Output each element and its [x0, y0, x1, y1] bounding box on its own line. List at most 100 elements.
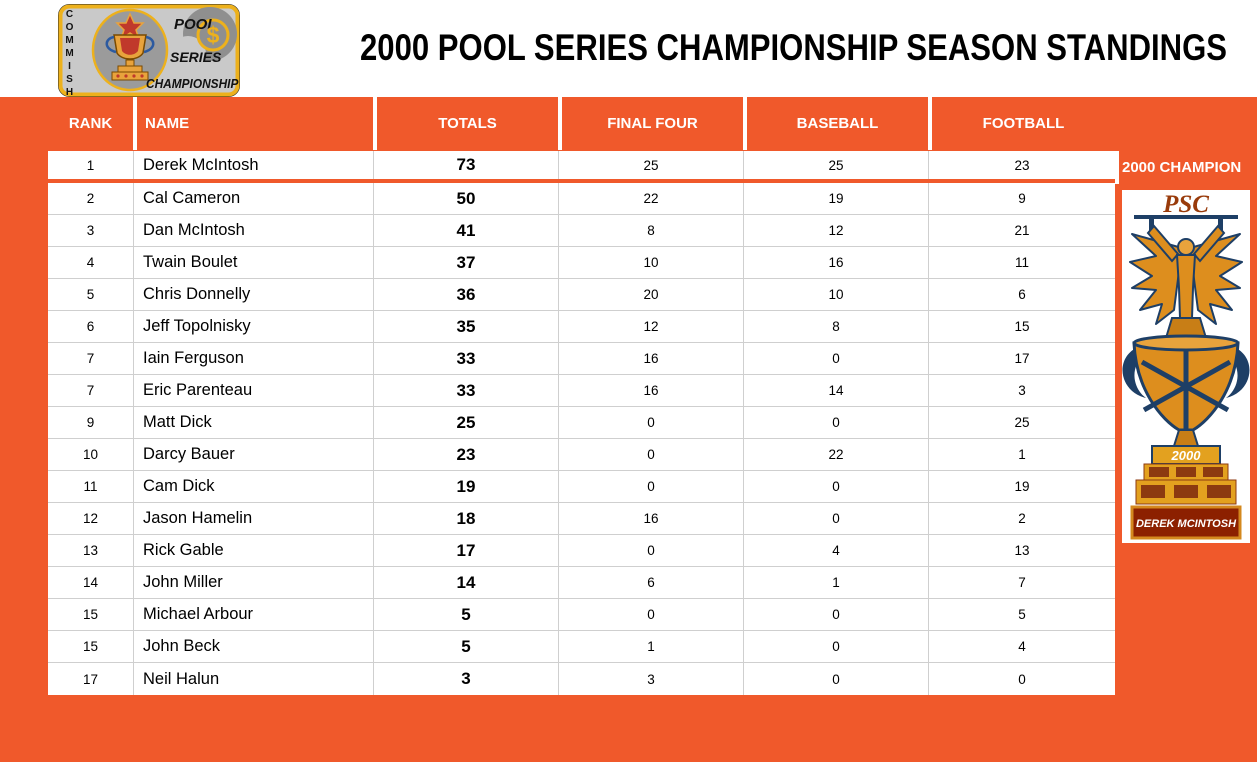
name-cell: Rick Gable: [133, 535, 373, 566]
totals-cell: 35: [373, 311, 558, 342]
totals-cell: 19: [373, 471, 558, 502]
name-cell: Jeff Topolnisky: [133, 311, 373, 342]
football-cell: 21: [928, 215, 1115, 246]
table-row: 6 Jeff Topolnisky 35 12 8 15: [48, 311, 1115, 343]
totals-cell: 5: [373, 631, 558, 662]
totals-cell: 37: [373, 247, 558, 278]
football-cell: 1: [928, 439, 1115, 470]
trophy-figure: [1146, 224, 1226, 339]
final-four-cell: 16: [558, 503, 743, 534]
final-four-cell: 10: [558, 247, 743, 278]
totals-cell: 33: [373, 375, 558, 406]
column-header-final-four: FINAL FOUR: [562, 97, 743, 150]
column-header-baseball: BASEBALL: [747, 97, 928, 150]
rank-cell: 1: [86, 157, 95, 173]
table-row: 10 Darcy Bauer 23 0 22 1: [48, 439, 1115, 471]
table-row: 13 Rick Gable 17 0 4 13: [48, 535, 1115, 567]
table-row: 4 Twain Boulet 37 10 16 11: [48, 247, 1115, 279]
totals-cell: 18: [373, 503, 558, 534]
final-four-cell: 25: [558, 151, 743, 179]
table-row: 2 Cal Cameron 50 22 19 9: [48, 183, 1115, 215]
table-row: 17 Neil Halun 3 3 0 0: [48, 663, 1115, 695]
baseball-cell: 19: [743, 183, 928, 214]
baseball-cell: 12: [743, 215, 928, 246]
column-header-totals: TOTALS: [377, 97, 558, 150]
rank-cell: 14: [82, 575, 99, 590]
page-title: 2000 POOL SERIES CHAMPIONSHIP SEASON STA…: [360, 27, 1228, 68]
football-cell: 15: [928, 311, 1115, 342]
champion-trophy-card: PSC 2000: [1122, 190, 1250, 543]
dollar-coin-icon: [170, 7, 237, 72]
football-cell: 23: [928, 151, 1115, 179]
name-cell: Darcy Bauer: [133, 439, 373, 470]
rank-cell: 9: [86, 415, 95, 430]
logo-word-pool: POOL: [174, 16, 217, 33]
football-cell: 0: [928, 663, 1115, 695]
totals-cell: 50: [373, 183, 558, 214]
rank-cell: 15: [82, 639, 99, 654]
totals-cell: 17: [373, 535, 558, 566]
logo-word-series: SERIES: [170, 49, 222, 65]
logo-trophy-icon: [91, 8, 169, 92]
rank-cell: 3: [86, 223, 95, 238]
rank-cell: 5: [86, 287, 95, 302]
football-cell: 11: [928, 247, 1115, 278]
name-cell: Cal Cameron: [133, 183, 373, 214]
baseball-cell: 0: [743, 631, 928, 662]
name-cell: John Miller: [133, 567, 373, 598]
table-row: 12 Jason Hamelin 18 16 0 2: [48, 503, 1115, 535]
final-four-cell: 8: [558, 215, 743, 246]
football-cell: 7: [928, 567, 1115, 598]
standings-rows: 1 Derek McIntosh 73 25 25 23 2 Cal Camer…: [48, 151, 1115, 695]
name-cell: Michael Arbour: [133, 599, 373, 630]
rank-cell: 2: [86, 191, 95, 206]
name-cell: Eric Parenteau: [133, 375, 373, 406]
table-row: 15 Michael Arbour 5 0 0 5: [48, 599, 1115, 631]
table-row: 14 John Miller 14 6 1 7: [48, 567, 1115, 599]
column-header-name: NAME: [137, 97, 373, 150]
final-four-cell: 12: [558, 311, 743, 342]
totals-cell: 25: [373, 407, 558, 438]
totals-cell: 14: [373, 567, 558, 598]
final-four-cell: 0: [558, 535, 743, 566]
rank-cell: 7: [86, 383, 95, 398]
baseball-cell: 22: [743, 439, 928, 470]
final-four-cell: 1: [558, 631, 743, 662]
name-cell: Cam Dick: [133, 471, 373, 502]
baseball-cell: 0: [743, 663, 928, 695]
final-four-cell: 20: [558, 279, 743, 310]
football-cell: 6: [928, 279, 1115, 310]
logo-word-championship: CHAMPIONSHIP: [146, 77, 239, 91]
baseball-cell: 0: [743, 599, 928, 630]
column-header-rank: RANK: [48, 97, 133, 150]
totals-cell: 73: [373, 151, 558, 179]
rank-cell: 15: [82, 607, 99, 622]
name-cell: Iain Ferguson: [133, 343, 373, 374]
rank-cell: 17: [82, 671, 99, 687]
totals-cell: 23: [373, 439, 558, 470]
baseball-cell: 8: [743, 311, 928, 342]
final-four-cell: 6: [558, 567, 743, 598]
final-four-cell: 3: [558, 663, 743, 695]
rank-cell: 4: [86, 255, 95, 270]
name-cell: Neil Halun: [133, 663, 373, 695]
final-four-cell: 16: [558, 343, 743, 374]
pool-series-championship-logo: COMMISH POOL SERIES CHAMPIONSHIP $: [58, 4, 240, 100]
football-cell: 3: [928, 375, 1115, 406]
table-row: 5 Chris Donnelly 36 20 10 6: [48, 279, 1115, 311]
football-cell: 9: [928, 183, 1115, 214]
trophy-plinth: [1135, 463, 1237, 505]
final-four-cell: 22: [558, 183, 743, 214]
rank-cell: 7: [86, 351, 95, 366]
final-four-cell: 0: [558, 599, 743, 630]
trophy-cup: [1122, 334, 1250, 447]
table-row: 15 John Beck 5 1 0 4: [48, 631, 1115, 663]
totals-cell: 36: [373, 279, 558, 310]
baseball-cell: 0: [743, 471, 928, 502]
football-cell: 17: [928, 343, 1115, 374]
table-row: 7 Eric Parenteau 33 16 14 3: [48, 375, 1115, 407]
baseball-cell: 0: [743, 343, 928, 374]
trophy-plaque: [1130, 505, 1242, 540]
rank-cell: 13: [82, 543, 99, 558]
champion-trophy-image: PSC 2000: [1122, 191, 1250, 540]
